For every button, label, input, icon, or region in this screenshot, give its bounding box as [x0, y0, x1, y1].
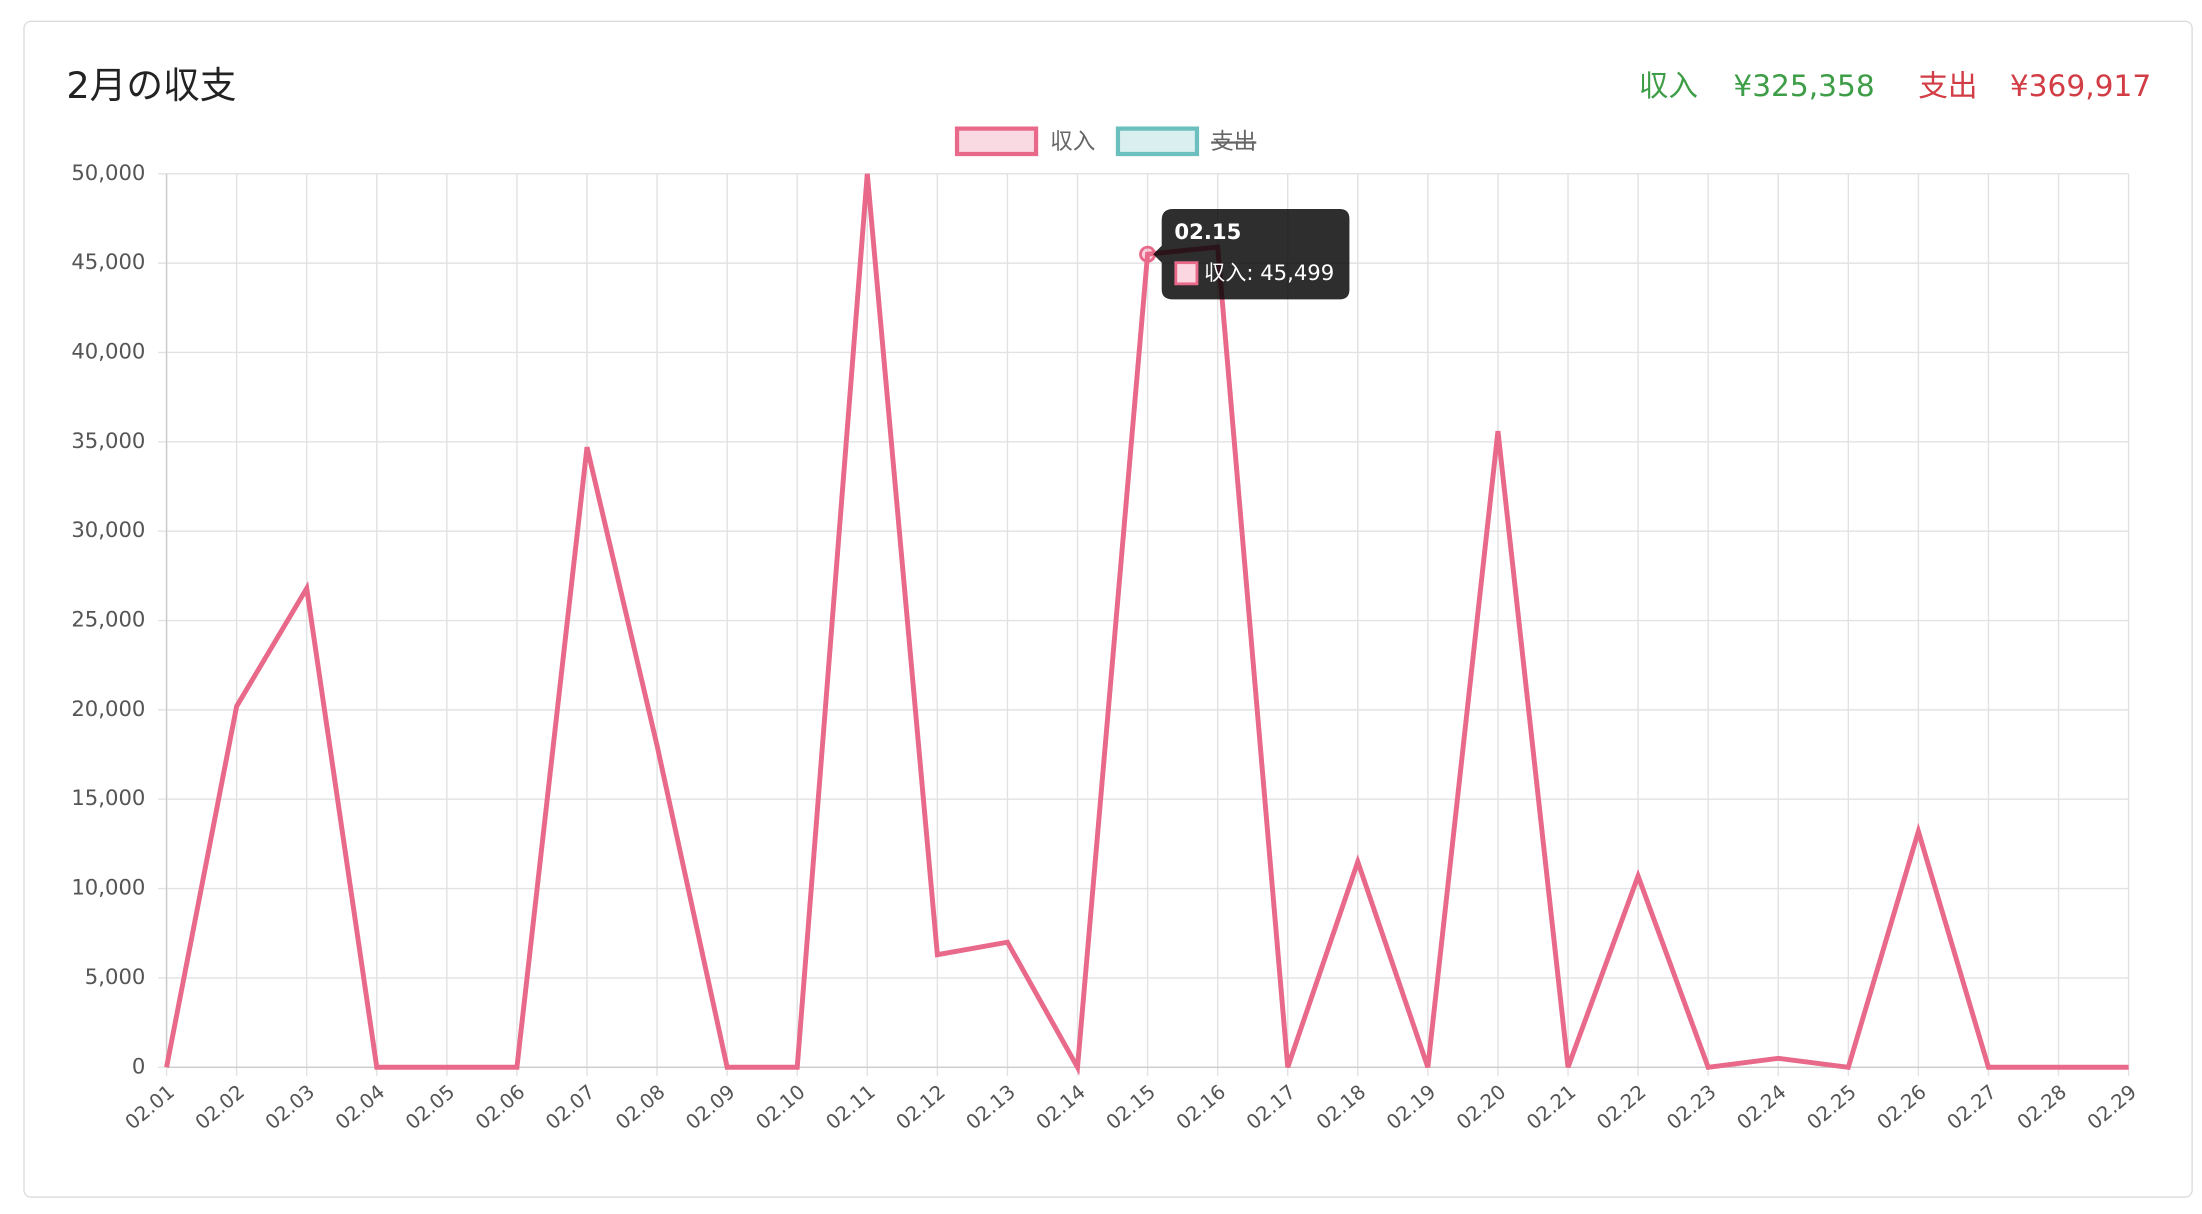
y-tick-label: 40,000	[71, 338, 145, 363]
y-tick-label: 30,000	[71, 517, 145, 542]
income-total: ¥325,358	[1733, 68, 1874, 103]
y-tick-label: 50,000	[71, 160, 145, 185]
hover-point	[1139, 245, 1157, 263]
expense-total: ¥369,917	[2010, 68, 2151, 103]
tooltip: 02.15 収入: 45,499	[1153, 209, 1350, 300]
line-series	[164, 173, 2129, 1076]
legend-swatch	[1115, 126, 1200, 157]
legend-swatch	[954, 126, 1039, 157]
tooltip-swatch	[1174, 261, 1199, 286]
expense-label: 支出	[1918, 68, 1977, 103]
tooltip-box	[1153, 209, 1350, 300]
y-tick-label: 35,000	[71, 428, 145, 453]
tooltip-title: 02.15	[1174, 219, 1241, 244]
legend-label: 収入	[1050, 129, 1095, 155]
y-tick-label: 20,000	[71, 696, 145, 721]
legend-label: 支出	[1211, 129, 1256, 155]
chart-title: 2月の収支	[66, 64, 236, 107]
income-label: 収入	[1639, 68, 1698, 103]
y-tick-label: 10,000	[71, 875, 145, 900]
y-tick-label: 45,000	[71, 249, 145, 274]
card	[23, 20, 2193, 1198]
y-tick-label: 25,000	[71, 607, 145, 632]
y-tick-label: 0	[132, 1053, 145, 1078]
tooltip-label: 収入: 45,499	[1204, 260, 1334, 285]
y-tick-label: 5,000	[85, 964, 146, 989]
y-tick-label: 15,000	[71, 785, 145, 810]
